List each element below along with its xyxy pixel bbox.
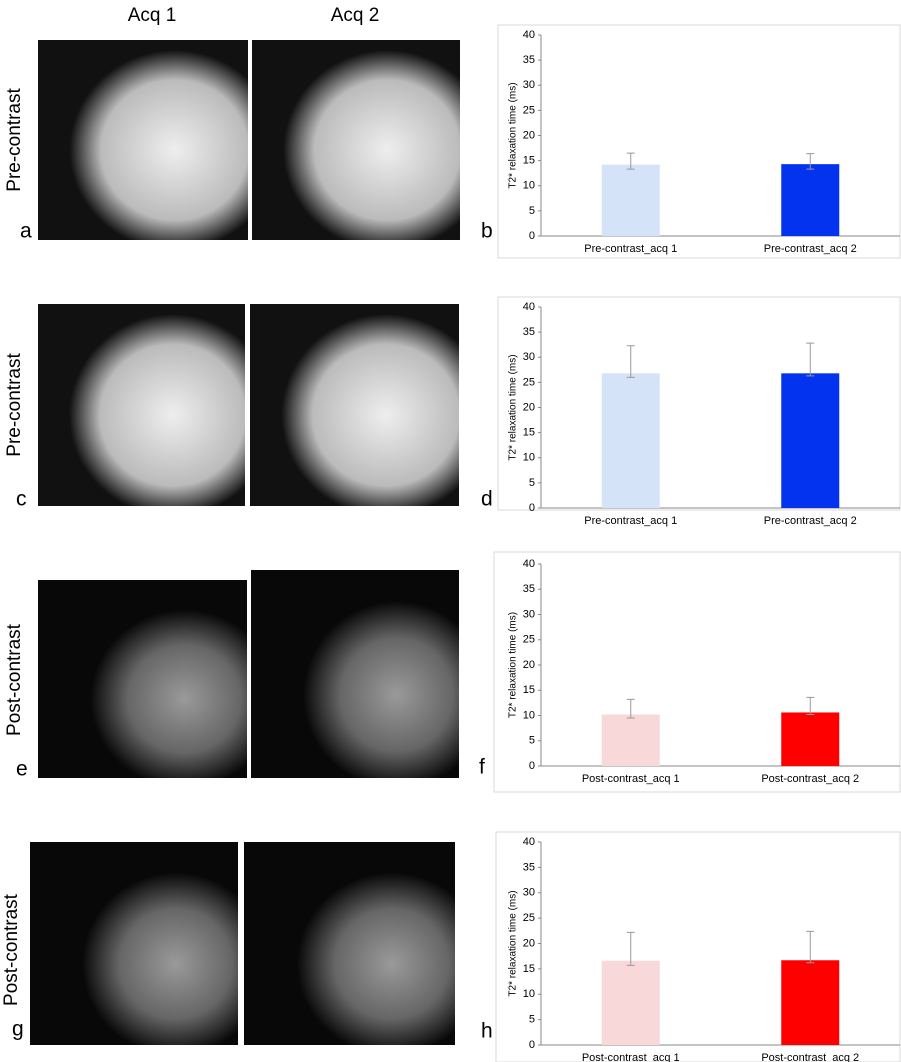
- y-tick-label: 10: [523, 180, 535, 192]
- chart-frame: [495, 831, 901, 1062]
- y-tick-label: 15: [523, 684, 535, 696]
- y-tick-label: 25: [523, 634, 535, 646]
- y-tick-label: 0: [529, 760, 535, 772]
- bar: [601, 373, 660, 508]
- x-tick-label: Pre-contrast_acq 1: [584, 515, 677, 527]
- mri-image: [30, 842, 238, 1045]
- y-tick-label: 30: [523, 608, 535, 620]
- y-tick-label: 30: [523, 887, 535, 899]
- mri-image: [38, 304, 245, 506]
- error-bar: [806, 342, 815, 377]
- mri-image: [38, 580, 247, 778]
- y-axis-label: T2* relaxation time (ms): [508, 82, 519, 188]
- y-tick-label: 5: [529, 477, 535, 489]
- bar: [601, 714, 660, 766]
- mri-image: [252, 40, 460, 240]
- row-label: Post-contrast: [1, 893, 22, 1006]
- bar: [781, 712, 840, 766]
- mri-image: [250, 304, 459, 506]
- y-tick-label: 15: [523, 963, 535, 975]
- mri-image: [38, 40, 248, 240]
- error-bar: [626, 931, 635, 966]
- bar: [781, 164, 840, 236]
- panel-letter: e: [16, 758, 28, 781]
- y-tick-label: 10: [523, 988, 535, 1000]
- panel-letter: a: [20, 220, 32, 243]
- y-axis-label: T2* relaxation time (ms): [508, 612, 519, 718]
- bar: [601, 164, 660, 236]
- panel-letter: h: [481, 1020, 493, 1043]
- y-tick-label: 5: [529, 1014, 535, 1026]
- y-tick-label: 40: [523, 558, 535, 570]
- mri-images: [30, 40, 460, 1045]
- y-axis-label: T2* relaxation time (ms): [508, 890, 519, 996]
- y-tick-label: 30: [523, 79, 535, 91]
- panel-letter: b: [481, 220, 493, 243]
- x-tick-label: Post-contrast_acq 1: [582, 1052, 680, 1062]
- y-tick-label: 5: [529, 735, 535, 747]
- y-tick-label: 35: [523, 861, 535, 873]
- mri-image: [251, 570, 459, 778]
- y-tick-label: 10: [523, 709, 535, 721]
- panel-letter: f: [479, 756, 485, 779]
- bar: [781, 373, 840, 508]
- y-tick-label: 40: [523, 29, 535, 41]
- chart-frame: [497, 24, 901, 259]
- y-tick-label: 15: [523, 155, 535, 167]
- error-bar: [806, 153, 815, 170]
- error-bar: [626, 698, 635, 719]
- y-tick-label: 35: [523, 54, 535, 66]
- panel-letter: c: [16, 488, 27, 511]
- y-tick-label: 40: [523, 301, 535, 313]
- y-tick-label: 15: [523, 427, 535, 439]
- y-tick-label: 20: [523, 129, 535, 141]
- error-bar: [806, 930, 815, 964]
- y-tick-label: 5: [529, 205, 535, 217]
- y-tick-label: 10: [523, 452, 535, 464]
- x-tick-label: Post-contrast_acq 1: [582, 773, 680, 785]
- error-bar: [626, 152, 635, 170]
- chart-frame: [497, 296, 901, 511]
- y-tick-label: 0: [529, 1039, 535, 1051]
- panel-letter: d: [481, 488, 493, 511]
- y-tick-label: 25: [523, 912, 535, 924]
- x-tick-label: Pre-contrast_acq 2: [764, 515, 857, 527]
- y-tick-label: 25: [523, 104, 535, 116]
- row-label: Pre-contrast: [4, 353, 25, 457]
- x-tick-label: Pre-contrast_acq 2: [764, 243, 857, 255]
- y-tick-label: 20: [523, 401, 535, 413]
- y-tick-label: 0: [529, 502, 535, 514]
- error-bar: [806, 696, 815, 715]
- column-label: Acq 2: [331, 5, 380, 26]
- y-tick-label: 35: [523, 583, 535, 595]
- y-tick-label: 25: [523, 376, 535, 388]
- bar: [601, 960, 660, 1045]
- y-tick-label: 40: [523, 836, 535, 848]
- x-tick-label: Post-contrast_acq 2: [761, 773, 859, 785]
- y-tick-label: 0: [529, 230, 535, 242]
- bar: [781, 960, 840, 1045]
- mri-image: [244, 842, 455, 1045]
- x-tick-label: Post-contrast_acq 2: [761, 1052, 859, 1062]
- column-label: Acq 1: [128, 5, 177, 26]
- chart-frame: [493, 551, 901, 793]
- y-tick-label: 20: [523, 659, 535, 671]
- y-tick-label: 35: [523, 326, 535, 338]
- y-axis-label: T2* relaxation time (ms): [508, 354, 519, 460]
- row-label: Post-contrast: [4, 623, 25, 736]
- error-bar: [626, 345, 635, 378]
- row-label: Pre-contrast: [4, 88, 25, 192]
- panel-letter: g: [12, 1018, 24, 1041]
- y-tick-label: 20: [523, 937, 535, 949]
- x-tick-label: Pre-contrast_acq 1: [584, 243, 677, 255]
- y-tick-label: 30: [523, 351, 535, 363]
